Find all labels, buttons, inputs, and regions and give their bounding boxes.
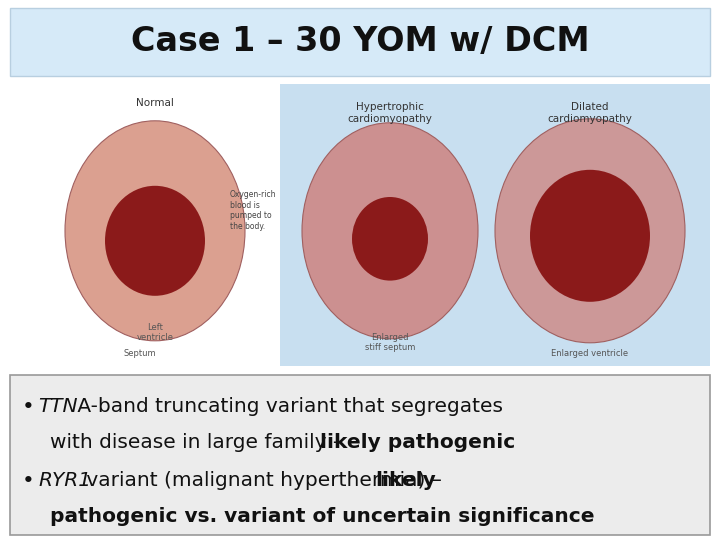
Text: TTN: TTN (38, 397, 78, 416)
Text: RYR1: RYR1 (38, 471, 91, 490)
Ellipse shape (65, 121, 245, 341)
Bar (280, 84, 710, 366)
Text: Enlarged
stiff septum: Enlarged stiff septum (365, 333, 415, 352)
Text: Case 1 – 30 YOM w/ DCM: Case 1 – 30 YOM w/ DCM (131, 25, 589, 58)
Text: Septum: Septum (124, 349, 156, 358)
Text: likely: likely (375, 471, 436, 490)
Text: with disease in large family –: with disease in large family – (50, 434, 349, 453)
Text: •: • (22, 471, 35, 491)
Ellipse shape (530, 170, 650, 302)
Text: Normal: Normal (136, 98, 174, 108)
Ellipse shape (352, 197, 428, 281)
FancyBboxPatch shape (10, 8, 710, 76)
Ellipse shape (105, 186, 205, 296)
Text: Oxygen-rich
blood is
pumped to
the body.: Oxygen-rich blood is pumped to the body. (230, 191, 276, 231)
Text: variant (malignant hyperthermia) –: variant (malignant hyperthermia) – (80, 471, 449, 490)
FancyBboxPatch shape (10, 375, 710, 535)
Ellipse shape (302, 123, 478, 339)
Text: A-band truncating variant that segregates: A-band truncating variant that segregate… (71, 397, 503, 416)
Ellipse shape (495, 119, 685, 343)
Text: •: • (22, 397, 35, 417)
Text: Hypertrophic
cardiomyopathy: Hypertrophic cardiomyopathy (348, 102, 433, 124)
Text: Enlarged ventricle: Enlarged ventricle (552, 349, 629, 358)
Text: Left
ventricle: Left ventricle (137, 322, 174, 342)
Text: Dilated
cardiomyopathy: Dilated cardiomyopathy (548, 102, 632, 124)
Bar (10, 80, 710, 370)
Text: pathogenic vs. variant of uncertain significance: pathogenic vs. variant of uncertain sign… (50, 508, 595, 526)
Text: likely pathogenic: likely pathogenic (320, 434, 516, 453)
